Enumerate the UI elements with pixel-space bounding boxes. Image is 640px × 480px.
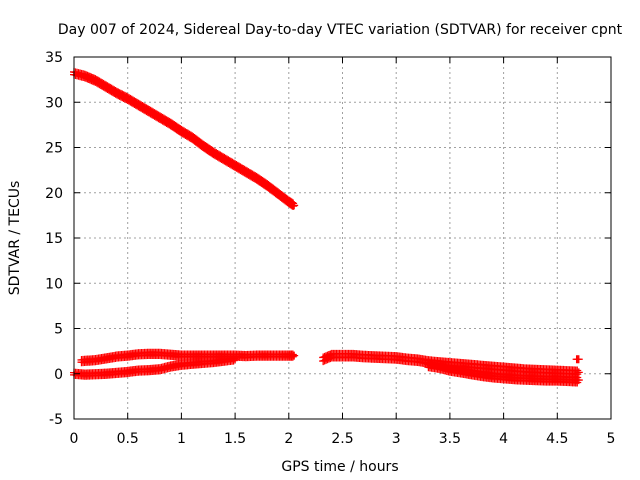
y-tick-label: -5: [49, 412, 63, 428]
y-axis-label: SDTVAR / TECUs: [7, 181, 23, 296]
y-axis-tick-labels: -5 0 5 10 15 20 25 30 35: [45, 50, 63, 428]
data-point-marker: [231, 355, 240, 364]
x-axis-tick-labels: 0 0.5 1 1.5 2 2.5 3 3.5 4 4.5 5: [70, 431, 616, 447]
data-point-marker: [574, 368, 583, 377]
data-point-marker: [574, 355, 583, 364]
x-tick-label: 5: [607, 431, 616, 447]
x-tick-label: 4: [499, 431, 508, 447]
data-point-marker: [288, 352, 297, 361]
data-point-marker: [229, 356, 238, 365]
y-tick-label: 10: [45, 276, 63, 292]
x-tick-label: 1: [177, 431, 186, 447]
data-point-marker: [290, 201, 299, 210]
x-tick-label: 3: [392, 431, 401, 447]
data-points: [70, 67, 583, 387]
y-tick-label: 5: [54, 322, 63, 338]
series-isolated-point: [572, 355, 583, 364]
y-tick-label: 0: [54, 367, 63, 383]
y-tick-label: 35: [45, 50, 63, 66]
x-tick-label: 2: [284, 431, 293, 447]
x-axis-label: GPS time / hours: [281, 459, 398, 475]
chart-title: Day 007 of 2024, Sidereal Day-to-day VTE…: [58, 22, 623, 38]
axis-ticks: [73, 56, 612, 420]
data-point-marker: [290, 351, 299, 360]
series-track-upper-low: [77, 348, 299, 367]
y-tick-label: 30: [45, 95, 63, 111]
x-tick-label: 2.5: [331, 431, 353, 447]
series-track-high: [70, 67, 299, 211]
y-tick-label: 15: [45, 231, 63, 247]
data-point-marker: [574, 376, 583, 385]
x-tick-label: 1.5: [224, 431, 246, 447]
x-tick-label: 0: [70, 431, 79, 447]
x-tick-label: 3.5: [439, 431, 461, 447]
series-track-lower-low: [70, 354, 240, 380]
x-tick-label: 0.5: [117, 431, 139, 447]
x-tick-label: 4.5: [546, 431, 568, 447]
y-tick-label: 25: [45, 141, 63, 157]
y-tick-label: 20: [45, 186, 63, 202]
series-track-spread: [424, 358, 583, 387]
grid-lines: [74, 57, 611, 419]
